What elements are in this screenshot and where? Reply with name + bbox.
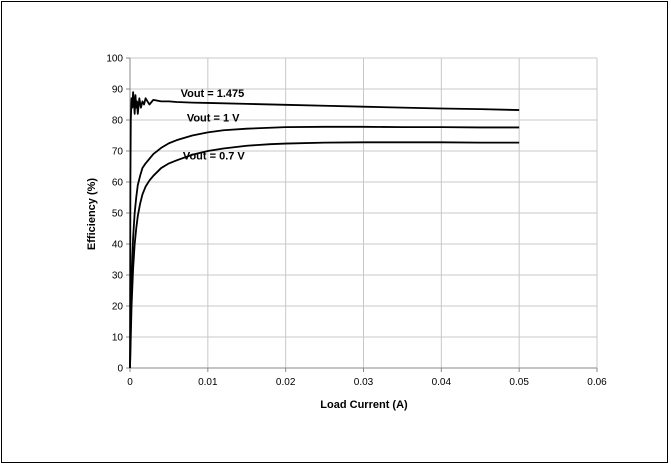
series-line-2 xyxy=(129,141,520,369)
axes xyxy=(126,57,598,372)
series-label-1: Vout = 1 V xyxy=(187,113,240,125)
series-lines xyxy=(129,91,520,369)
y-tick-label: 50 xyxy=(112,209,124,220)
y-axis-title: Efficiency (%) xyxy=(86,178,98,250)
y-tick-label: 100 xyxy=(106,54,123,65)
x-tick-label: 0.06 xyxy=(587,377,607,388)
x-tick-label: 0.02 xyxy=(276,377,296,388)
x-tick-label: 0.04 xyxy=(432,377,452,388)
series-label-0: Vout = 1.475 xyxy=(181,88,245,100)
y-tick-label: 0 xyxy=(117,364,123,375)
y-tick-label: 30 xyxy=(112,271,124,282)
tick-labels: 0 10 20 30 40 50 60 70 80 90 100 0 0.01 0.02 0.03 0.04 0… xyxy=(106,54,607,389)
series-annotations: Vout = 1.475 Vout = 1 V Vout = 0.7 V xyxy=(181,88,246,163)
grid-lines xyxy=(130,57,598,368)
y-tick-label: 70 xyxy=(112,147,124,158)
x-axis-title: Load Current (A) xyxy=(320,399,408,411)
y-tick-label: 40 xyxy=(112,240,124,251)
series-label-2: Vout = 0.7 V xyxy=(183,151,246,163)
x-tick-label: 0.03 xyxy=(354,377,374,388)
series-line-0 xyxy=(129,91,520,369)
x-tick-label: 0.05 xyxy=(509,377,529,388)
y-tick-label: 60 xyxy=(112,178,124,189)
y-tick-label: 10 xyxy=(112,333,124,344)
x-tick-label: 0.01 xyxy=(198,377,218,388)
y-tick-label: 80 xyxy=(112,116,124,127)
x-tick-label: 0 xyxy=(127,377,133,388)
series-line-1 xyxy=(129,125,520,369)
y-tick-label: 90 xyxy=(112,85,124,96)
y-tick-label: 20 xyxy=(112,302,124,313)
